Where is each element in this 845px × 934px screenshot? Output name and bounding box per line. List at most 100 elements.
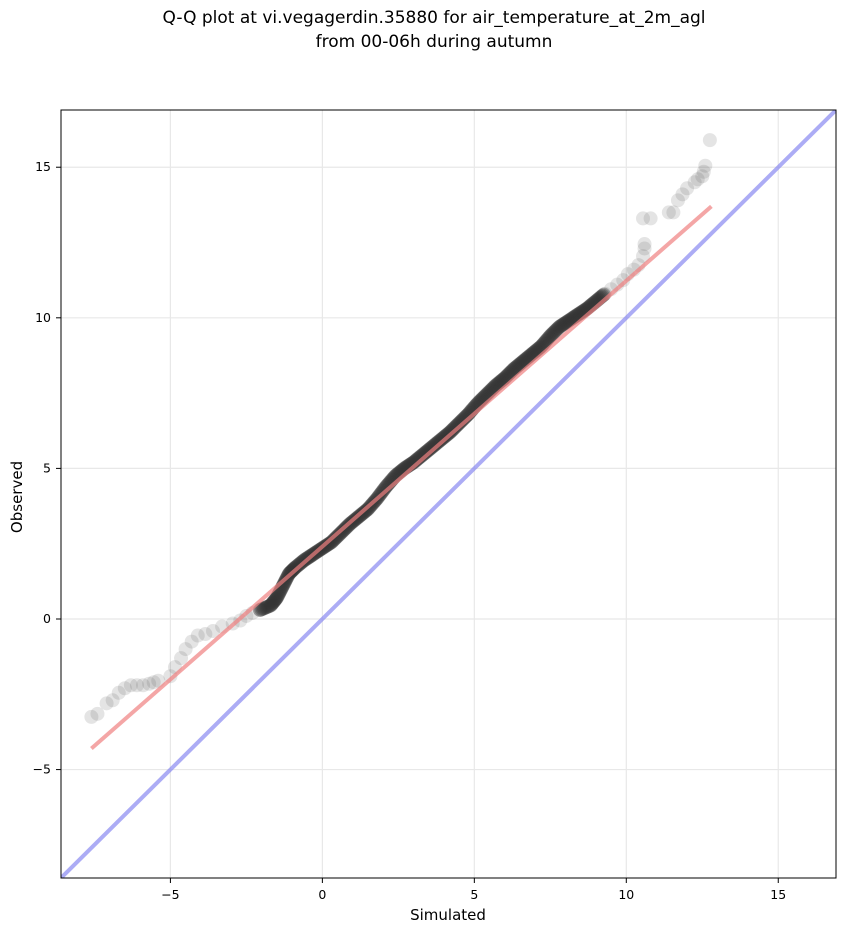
data-point (542, 330, 557, 345)
data-point (323, 535, 338, 550)
data-point (111, 685, 126, 700)
data-point (324, 535, 339, 550)
data-point (277, 575, 292, 590)
data-point (269, 591, 284, 606)
data-point (561, 313, 576, 328)
data-point (559, 315, 574, 330)
data-point (117, 681, 132, 696)
points-group (84, 133, 717, 724)
data-point (512, 357, 527, 372)
data-point (421, 443, 436, 458)
data-point (198, 627, 213, 642)
data-point (520, 350, 535, 365)
data-point (447, 420, 462, 435)
data-point (517, 353, 532, 368)
data-point (146, 675, 161, 690)
data-point (501, 367, 516, 382)
data-point (695, 169, 710, 184)
data-point (564, 311, 579, 326)
data-point (567, 310, 582, 325)
data-point (178, 642, 193, 657)
data-point (492, 375, 507, 390)
x-tick-label: 0 (318, 887, 326, 902)
data-point (558, 316, 573, 331)
data-point (129, 678, 144, 693)
data-point (259, 600, 274, 615)
data-point (327, 531, 342, 546)
data-point (702, 133, 717, 148)
data-point (616, 273, 631, 288)
data-point (90, 706, 105, 721)
x-tick-label: −5 (161, 887, 179, 902)
data-point (123, 678, 138, 693)
data-point (690, 172, 705, 187)
data-point (550, 322, 565, 337)
data-point (502, 366, 517, 381)
data-point (505, 363, 520, 378)
data-point (419, 445, 434, 460)
data-point (258, 600, 273, 615)
data-point (424, 440, 439, 455)
data-point (432, 433, 447, 448)
data-point (151, 673, 166, 688)
data-point (539, 332, 554, 347)
data-point (563, 312, 578, 327)
data-point (262, 599, 277, 613)
data-point (566, 310, 581, 325)
data-point (522, 348, 537, 363)
data-point (504, 364, 519, 379)
data-point (556, 316, 571, 331)
data-point (555, 317, 570, 332)
data-point (270, 589, 285, 604)
x-tick-label: 10 (618, 887, 634, 902)
data-point (422, 442, 437, 457)
data-point (265, 595, 280, 610)
chart-title: Q-Q plot at vi.vegagerdin.35880 for air_… (162, 8, 706, 28)
data-point (190, 628, 205, 643)
data-point (325, 534, 340, 549)
data-point (519, 351, 534, 366)
data-point (506, 362, 521, 377)
grid (61, 110, 836, 878)
data-point (268, 592, 283, 607)
data-point (514, 355, 529, 370)
data-point (430, 435, 445, 450)
fit-line-group (90, 204, 713, 750)
data-point (552, 319, 567, 334)
data-point (543, 328, 558, 343)
data-point (450, 417, 465, 432)
data-point (547, 324, 562, 339)
data-point (378, 480, 393, 495)
data-point (376, 482, 391, 497)
data-point (670, 193, 685, 208)
y-axis-label: Observed (8, 461, 26, 533)
data-point (257, 601, 272, 616)
data-point (431, 434, 446, 449)
data-point (551, 320, 566, 335)
data-point (500, 368, 515, 383)
x-tick-label: 15 (770, 887, 786, 902)
data-point (636, 249, 651, 264)
data-point (163, 669, 178, 684)
data-point (453, 415, 468, 430)
data-point (452, 416, 467, 431)
data-point (84, 709, 99, 724)
data-point (427, 438, 442, 453)
data-point (425, 439, 440, 454)
data-point (637, 241, 652, 256)
data-point (488, 378, 503, 393)
data-point (264, 597, 279, 612)
data-point (537, 335, 552, 350)
data-point (263, 598, 278, 613)
data-point (433, 432, 448, 447)
data-point (449, 418, 464, 433)
data-point (271, 587, 286, 602)
data-point (661, 205, 676, 220)
fit-line (90, 204, 713, 750)
data-point (493, 374, 508, 389)
data-point (255, 601, 270, 616)
data-point (136, 678, 151, 693)
data-point (541, 331, 556, 346)
y-tick-label: 15 (35, 159, 51, 174)
